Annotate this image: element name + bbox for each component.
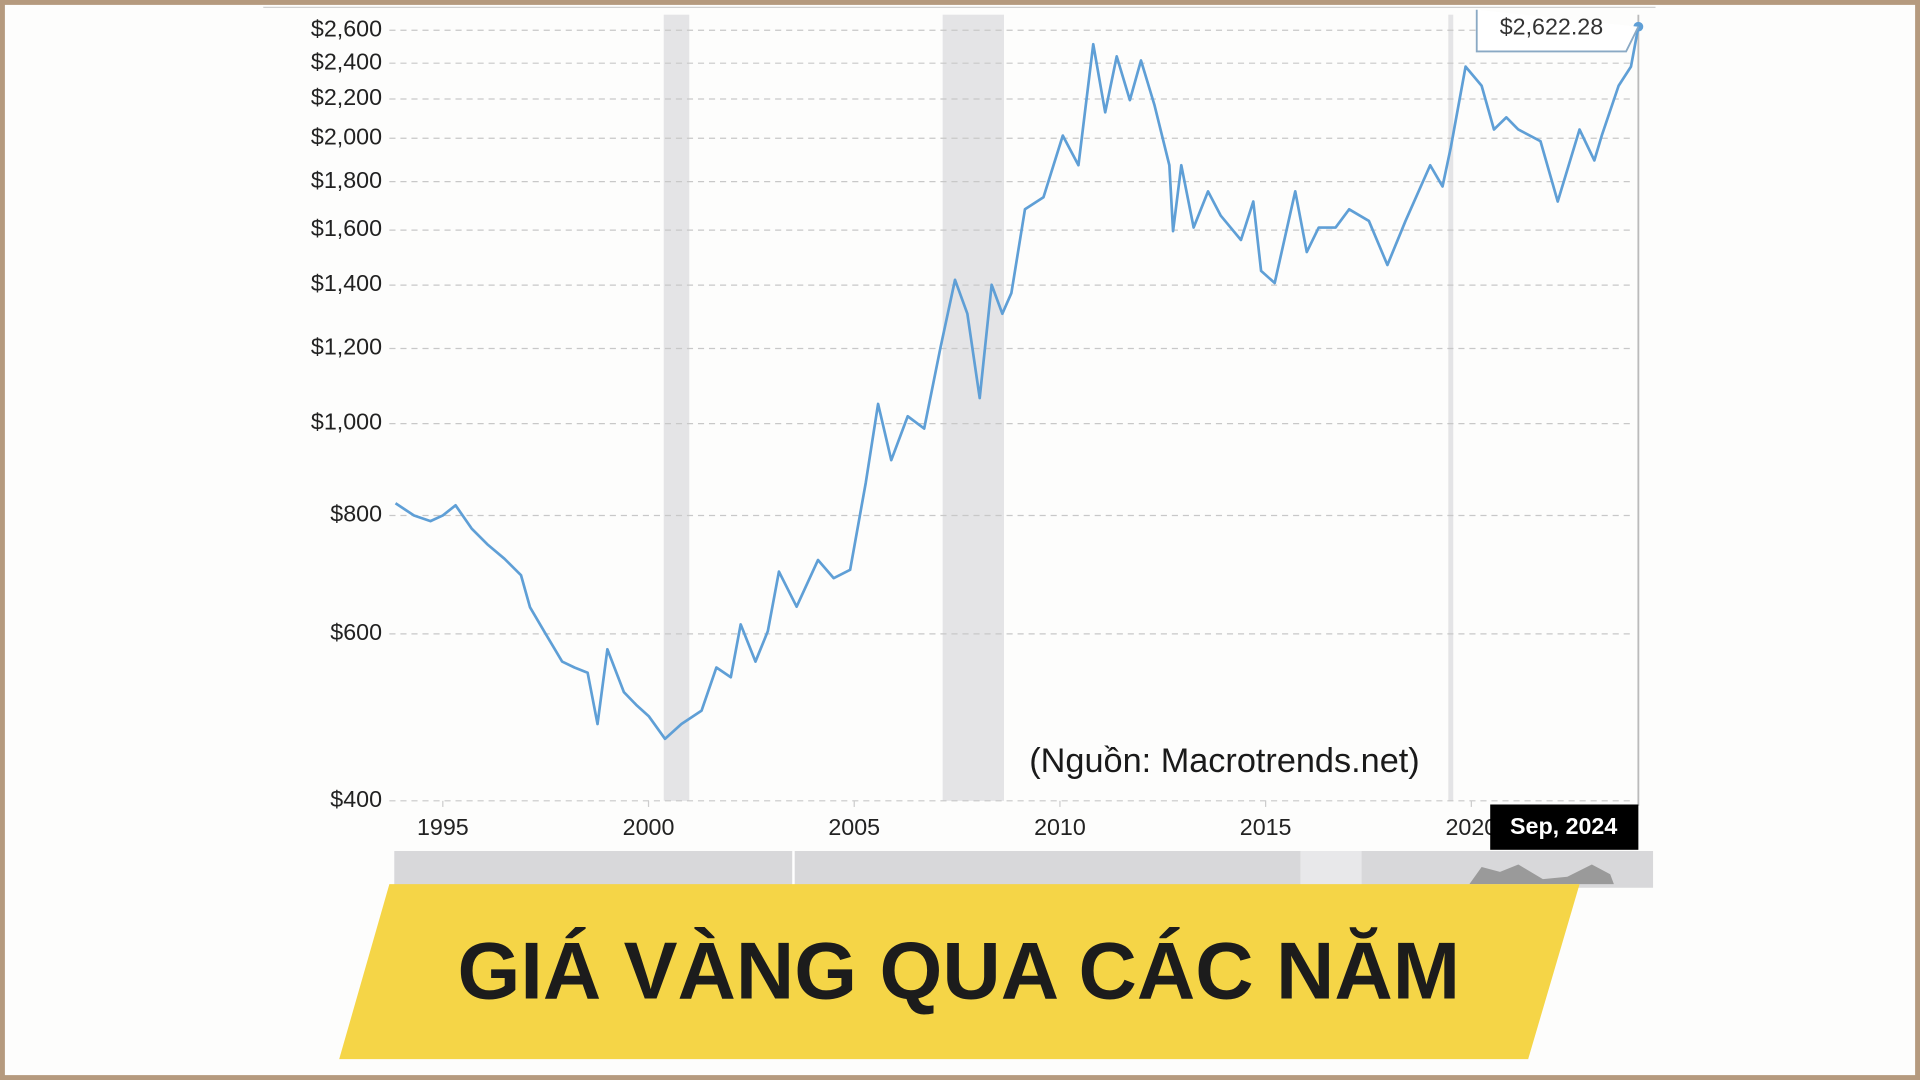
x-tick-label: 2000 xyxy=(623,814,675,840)
banner-title: GIÁ VÀNG QUA CÁC NĂM xyxy=(458,926,1460,1016)
navigator-preview xyxy=(1469,864,1614,885)
last-value-label: $2,622.28 xyxy=(1500,13,1603,39)
price-line xyxy=(394,26,1640,741)
date-tooltip-label: Sep, 2024 xyxy=(1510,813,1617,839)
plot-area: $400 $600 $800 $1,000 $1,200 $1,400 $1,600 $1,8… xyxy=(311,9,1644,850)
navigator[interactable] xyxy=(394,851,1654,888)
y-tick-label: $1,400 xyxy=(311,270,382,296)
y-tick-label: $1,800 xyxy=(311,167,382,193)
x-tick-label: 1995 xyxy=(417,814,469,840)
y-tick-label: $2,600 xyxy=(311,15,382,41)
x-tick-label: 2020 xyxy=(1445,814,1497,840)
y-tick-label: $2,000 xyxy=(311,123,382,149)
banner-background xyxy=(339,884,1580,1060)
y-tick-label: $2,400 xyxy=(311,48,382,74)
navigator-window[interactable] xyxy=(1300,851,1362,888)
shaded-range xyxy=(663,14,690,801)
y-tick-label: $2,200 xyxy=(311,84,382,110)
y-tick-label: $600 xyxy=(330,619,382,645)
shaded-range xyxy=(1448,14,1454,801)
y-tick-label: $1,200 xyxy=(311,334,382,360)
value-callout xyxy=(1475,9,1640,53)
y-tick-label: $1,000 xyxy=(311,409,382,435)
date-tooltip xyxy=(1490,804,1639,850)
shaded-range xyxy=(942,14,1004,801)
y-tick-label: $1,600 xyxy=(311,215,382,241)
x-tick-label: 2010 xyxy=(1034,814,1086,840)
y-tick-label: $400 xyxy=(330,786,382,812)
x-tick-label: 2015 xyxy=(1240,814,1292,840)
source-note: (Nguồn: Macrotrends.net) xyxy=(1029,742,1419,780)
y-tick-label: $800 xyxy=(330,501,382,527)
x-tick-label: 2005 xyxy=(828,814,880,840)
